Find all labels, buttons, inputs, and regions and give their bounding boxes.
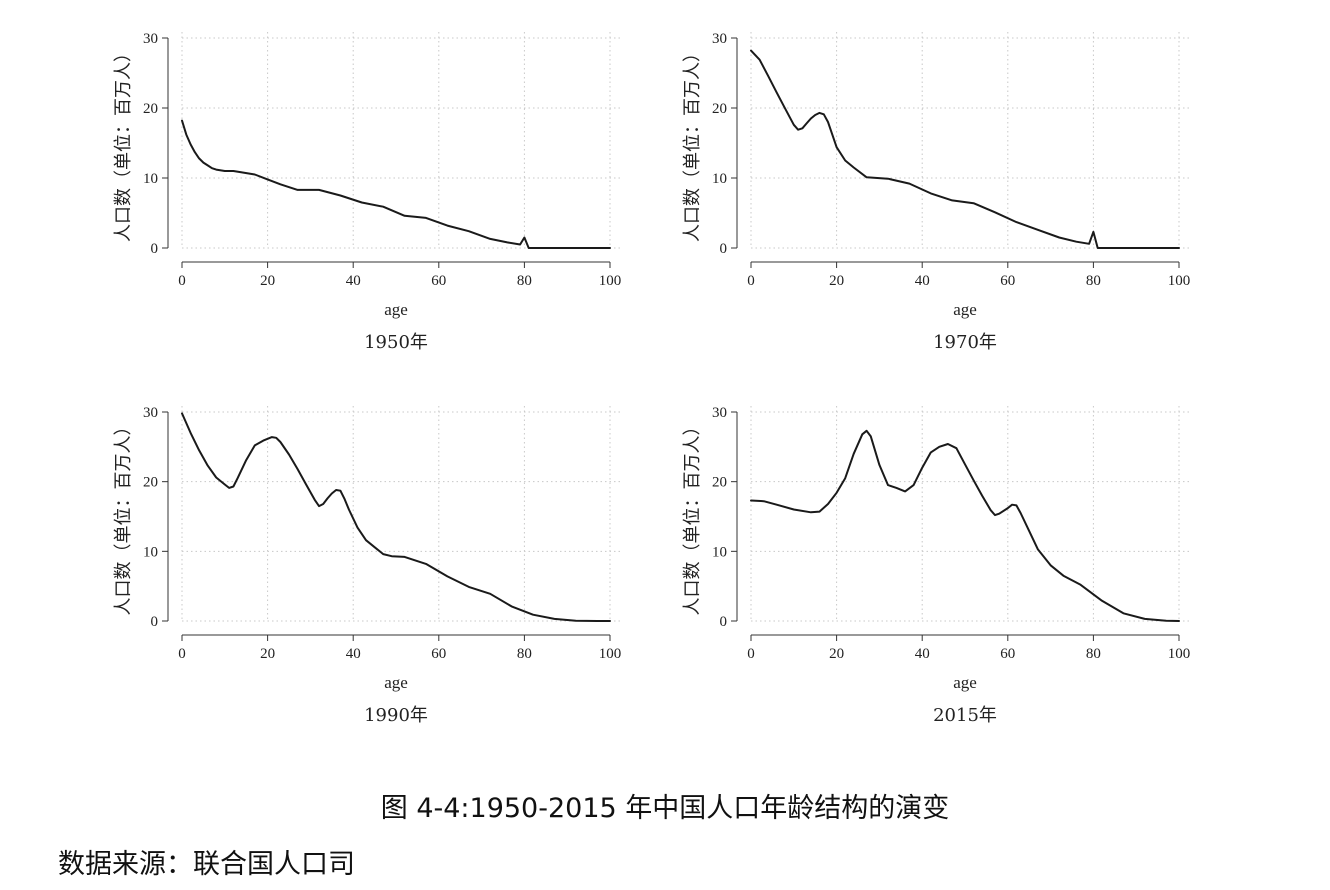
y-tick-label: 20 xyxy=(712,475,727,491)
x-tick-label: 60 xyxy=(431,646,446,662)
x-tick-label: 0 xyxy=(178,273,186,289)
x-tick-label: 60 xyxy=(431,273,446,289)
chart-panel-2: 0 10 20 30 0 20 40 60 80 100 age 人口数（单位：百万人） 1990年 xyxy=(113,405,621,726)
y-tick-label: 10 xyxy=(143,544,158,560)
x-tick-label: 40 xyxy=(346,646,361,662)
x-tick-label: 80 xyxy=(1086,646,1101,662)
series-line xyxy=(750,429,1180,622)
x-tick-label: 0 xyxy=(747,273,755,289)
y-axis-title: 人口数（单位：百万人） xyxy=(113,44,134,242)
y-tick-label: 0 xyxy=(720,241,728,257)
y-tick-label: 30 xyxy=(143,405,158,421)
series-line xyxy=(181,412,611,622)
x-axis-title: age xyxy=(953,673,977,692)
chart-panel-1: 0 10 20 30 0 20 40 60 80 100 age 人口数（单位：百万人） 1970年 xyxy=(682,31,1190,353)
series-line xyxy=(181,119,611,249)
chart-panel-3: 0 10 20 30 0 20 40 60 80 100 age 人口数（单位：百万人） 2015年 xyxy=(682,405,1190,726)
panel-title: 1990年 xyxy=(364,705,428,726)
x-axis-title: age xyxy=(953,300,977,319)
x-tick-label: 40 xyxy=(346,273,361,289)
figure-caption: 图 4-4:1950-2015 年中国人口年龄结构的演变 xyxy=(380,793,950,824)
y-tick-label: 10 xyxy=(712,544,727,560)
x-tick-label: 60 xyxy=(1000,273,1015,289)
series-line xyxy=(750,49,1180,249)
data-source-note: 数据来源：联合国人口司 xyxy=(58,849,355,880)
x-tick-label: 0 xyxy=(747,646,755,662)
y-tick-label: 0 xyxy=(151,614,159,630)
y-axis-title: 人口数（单位：百万人） xyxy=(682,44,703,242)
y-tick-label: 30 xyxy=(143,31,158,47)
x-tick-label: 100 xyxy=(599,646,622,662)
y-tick-label: 30 xyxy=(712,31,727,47)
x-tick-label: 100 xyxy=(1168,273,1191,289)
x-tick-label: 80 xyxy=(517,646,532,662)
x-tick-label: 20 xyxy=(829,646,844,662)
x-tick-label: 60 xyxy=(1000,646,1015,662)
x-tick-label: 100 xyxy=(1168,646,1191,662)
x-tick-label: 100 xyxy=(599,273,622,289)
y-tick-label: 20 xyxy=(143,475,158,491)
y-tick-label: 30 xyxy=(712,405,727,421)
panel-title: 2015年 xyxy=(933,705,997,726)
x-axis-title: age xyxy=(384,300,408,319)
y-tick-label: 10 xyxy=(143,171,158,187)
y-axis-title: 人口数（单位：百万人） xyxy=(113,418,134,616)
y-tick-label: 10 xyxy=(712,171,727,187)
x-tick-label: 20 xyxy=(260,273,275,289)
panel-title: 1950年 xyxy=(364,332,428,353)
y-tick-label: 0 xyxy=(151,241,159,257)
x-tick-label: 40 xyxy=(915,646,930,662)
y-tick-label: 20 xyxy=(712,101,727,117)
x-tick-label: 0 xyxy=(178,646,186,662)
y-tick-label: 20 xyxy=(143,101,158,117)
x-tick-label: 40 xyxy=(915,273,930,289)
x-tick-label: 80 xyxy=(1086,273,1101,289)
panel-title: 1970年 xyxy=(933,332,997,353)
y-tick-label: 0 xyxy=(720,614,728,630)
x-tick-label: 20 xyxy=(829,273,844,289)
x-axis-title: age xyxy=(384,673,408,692)
x-tick-label: 80 xyxy=(517,273,532,289)
chart-panel-0: 0 10 20 30 0 20 40 60 80 100 age 人口数（单位：百万人） 1950年 xyxy=(113,31,621,353)
x-tick-label: 20 xyxy=(260,646,275,662)
y-axis-title: 人口数（单位：百万人） xyxy=(682,418,703,616)
